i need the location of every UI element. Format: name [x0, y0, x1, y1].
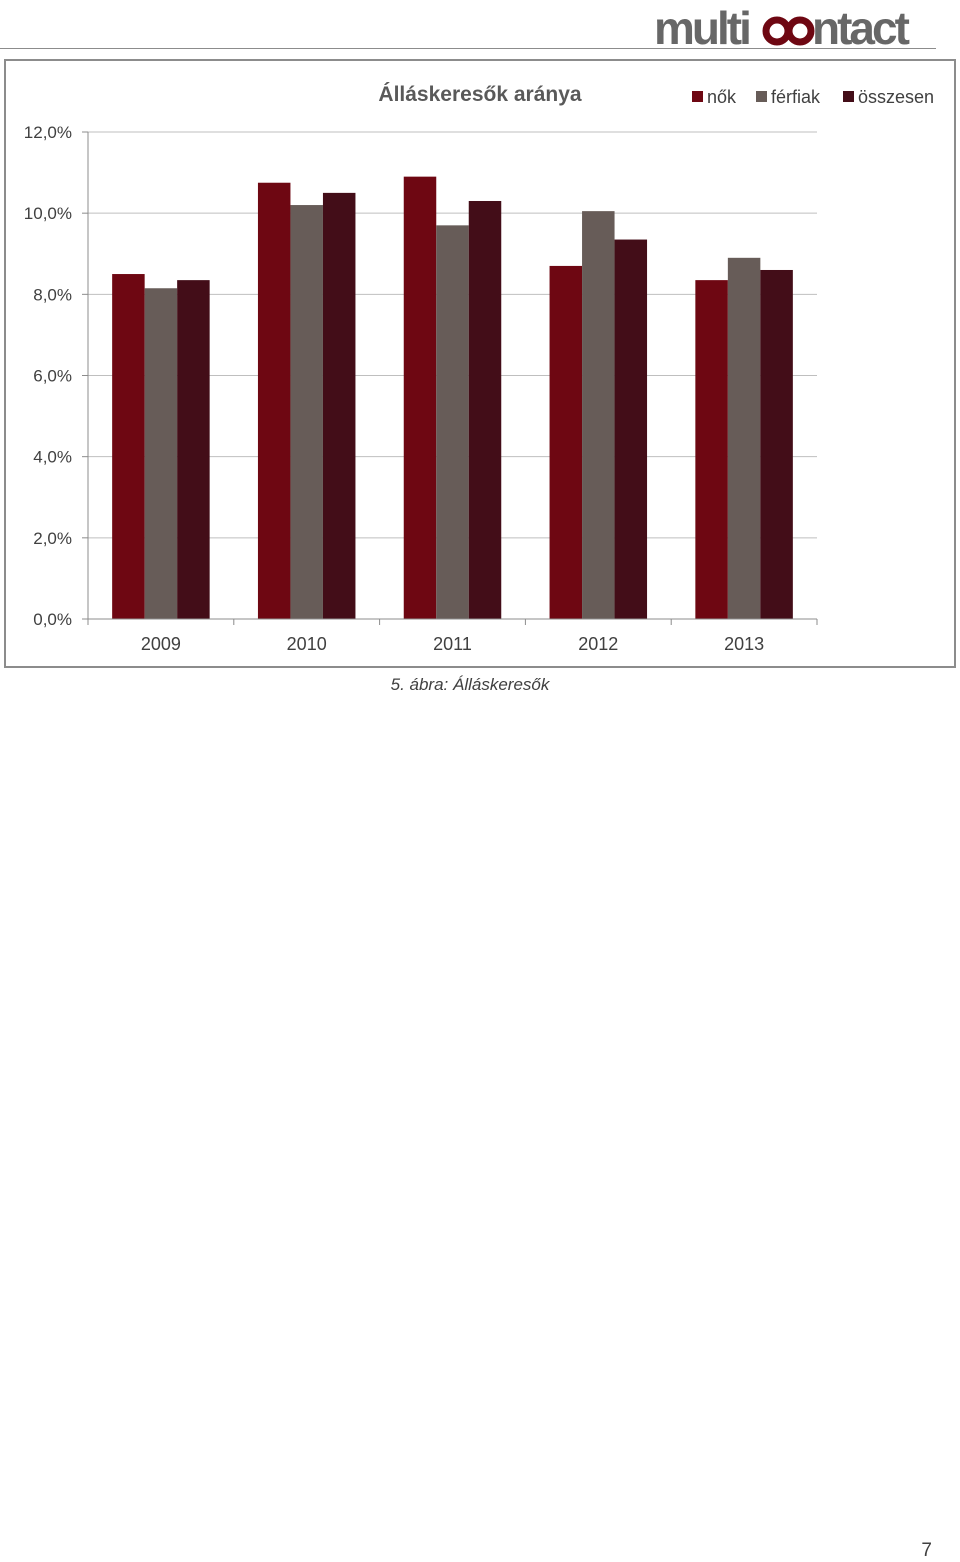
company-logo: multi ntact: [654, 2, 913, 50]
svg-text:ntact: ntact: [812, 2, 910, 50]
y-tick-label: 0,0%: [33, 610, 72, 629]
bar-összesen-2010: [322, 192, 356, 619]
legend-label: összesen: [858, 87, 934, 107]
chart-title: Álláskeresők aránya: [378, 83, 581, 106]
legend-label: nők: [707, 87, 737, 107]
bar-nők-2013: [695, 280, 728, 619]
y-tick-label: 10,0%: [24, 204, 72, 223]
bar-összesen-2013: [760, 269, 793, 619]
header-rule: [0, 48, 936, 49]
legend-swatch: [756, 91, 767, 102]
bar-férfiak-2010: [290, 205, 323, 620]
legend: nők férfiak összesen: [692, 87, 934, 107]
bar-összesen-2011: [468, 200, 502, 619]
axes: 0,0% 2,0% 4,0% 6,0% 8,0% 10,0% 12,0% 2009 2010 20…: [24, 123, 818, 654]
bar-nők-2011: [403, 176, 437, 619]
bar-összesen-2012: [614, 239, 648, 619]
logo-infinity-icon: [762, 16, 815, 46]
bar-chart: 0,0% 2,0% 4,0% 6,0% 8,0% 10,0% 12,0% 2009 2010 20…: [24, 83, 934, 654]
bar-nők-2012: [549, 265, 583, 619]
figure-caption: 5. ábra: Álláskeresők: [390, 675, 550, 694]
legend-swatch: [692, 91, 703, 102]
bars: [112, 176, 793, 620]
bar-férfiak-2009: [144, 288, 178, 619]
x-tick-label: 2010: [287, 634, 327, 654]
y-tick-label: 2,0%: [33, 529, 72, 548]
bar-férfiak-2011: [436, 225, 469, 619]
legend-label: férfiak: [771, 87, 821, 107]
bar-összesen-2009: [177, 280, 210, 619]
x-tick-label: 2011: [433, 634, 472, 654]
y-tick-label: 8,0%: [33, 285, 72, 304]
legend-swatch: [843, 91, 854, 102]
x-tick-label: 2013: [724, 634, 764, 654]
page-number: 7: [921, 1540, 932, 1561]
bar-férfiak-2012: [582, 211, 615, 619]
y-tick-label: 6,0%: [33, 367, 72, 386]
bar-nők-2009: [112, 274, 145, 619]
chart-frame: 0,0% 2,0% 4,0% 6,0% 8,0% 10,0% 12,0% 2009 2010 20…: [4, 59, 956, 668]
svg-text:multi: multi: [654, 2, 749, 50]
x-tick-label: 2009: [141, 634, 181, 654]
y-tick-label: 4,0%: [33, 448, 72, 467]
bar-nők-2010: [257, 182, 291, 619]
y-tick-label: 12,0%: [24, 123, 72, 142]
bar-férfiak-2013: [727, 257, 761, 619]
x-tick-label: 2012: [578, 634, 618, 654]
